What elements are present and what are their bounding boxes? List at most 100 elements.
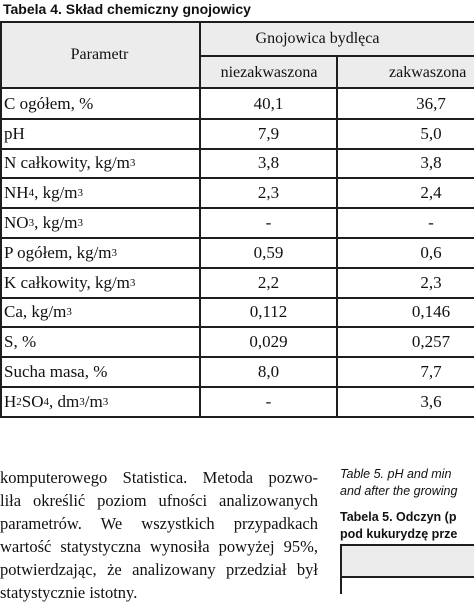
- parameter-text: 3: [66, 306, 72, 319]
- parameter-text: Sucha masa, %: [4, 362, 108, 382]
- parameter-cell: pH: [0, 119, 199, 149]
- parameter-text: 4: [43, 395, 50, 408]
- parameter-cell: C ogółem, %: [0, 89, 199, 119]
- composition-table: Parametr Gnojowica bydlęca niezakwaszona…: [0, 21, 474, 418]
- value-cell-acidified: 5,0: [420, 123, 442, 143]
- value-cell-unacidified: 8,0: [257, 362, 280, 382]
- value-cell-acidified: 36,7: [416, 93, 446, 113]
- row-rule: [0, 266, 474, 269]
- parameter-text: C ogółem, %: [4, 93, 94, 113]
- parameter-text: S, %: [4, 332, 37, 352]
- table5-header-background: [340, 546, 474, 576]
- parameter-text: K całkowity, kg/m: [4, 272, 130, 292]
- value-cell-acidified: 7,7: [420, 362, 442, 382]
- paragraph-line: wartość statystyczna wynosiła powyżej 95…: [0, 537, 318, 556]
- row-rule: [0, 237, 474, 239]
- table5-header-rule: [340, 576, 474, 578]
- value-cell-acidified: 2,4: [420, 183, 442, 203]
- table5-english-line: and after the growing: [340, 484, 458, 498]
- parameter-cell: S, %: [0, 327, 199, 357]
- value-cell-unacidified: 0,112: [249, 302, 288, 322]
- body-paragraph: komputerowego Statistica. Metoda pozwo- …: [0, 466, 318, 604]
- parameter-header: Parametr: [70, 46, 129, 63]
- paragraph-line: statystycznie istotny.: [0, 583, 138, 602]
- parameter-text: 3: [77, 187, 84, 200]
- value-cell-acidified: 3,8: [420, 153, 442, 173]
- parameter-cell: Sucha masa, %: [0, 357, 199, 387]
- value-cell-unacidified: -: [265, 391, 272, 411]
- value-cell-unacidified: 2,2: [257, 272, 280, 292]
- table-top-rule: [0, 21, 474, 23]
- table5-english-line: Table 5. pH and min: [340, 467, 452, 481]
- paragraph-line: liła określić poziom ufności analizowany…: [0, 491, 318, 510]
- parameter-cell: H 2 SO 4, dm 3/m 3: [0, 387, 199, 417]
- paragraph-line: potwierdzając, że analizowany przedział …: [0, 560, 318, 579]
- parameter-text: 3: [79, 395, 85, 408]
- parameter-cell: NH 4, kg/m 3: [0, 178, 199, 208]
- parameter-cell: K całkowity, kg/m 3: [0, 268, 199, 298]
- parameter-text: , dm: [49, 391, 80, 411]
- row-rule: [0, 386, 474, 388]
- parameter-text: 3: [111, 246, 118, 259]
- table5-top-rule: [340, 544, 474, 546]
- row-rule: [0, 326, 474, 329]
- parameter-text: pH: [4, 123, 25, 143]
- parameter-text: 3: [28, 217, 35, 230]
- value-cell-acidified: 0,257: [411, 332, 451, 352]
- parameter-text: 3: [129, 157, 136, 170]
- row-rule: [0, 296, 474, 299]
- parameter-text: 3: [77, 217, 84, 230]
- parameter-cell: Ca, kg/m 3: [0, 298, 199, 328]
- column-divider-2: [336, 56, 338, 417]
- value-cell-acidified: 0,6: [420, 242, 442, 262]
- parameter-text: Ca, kg/m: [4, 302, 67, 322]
- column-divider-1: [199, 21, 201, 417]
- value-cell-acidified: -: [428, 213, 434, 233]
- parameter-cell: NO 3, kg/m 3: [0, 208, 199, 238]
- row-rule: [0, 207, 474, 210]
- parameter-text: N całkowity, kg/m: [4, 153, 130, 173]
- table5-left-border: [340, 544, 342, 594]
- paragraph-line: parametrów. We wszystkich przypadkach: [0, 514, 318, 533]
- table-caption: Tabela 4. Skład chemiczny gnojowicy: [3, 1, 251, 17]
- row-rule: [0, 177, 474, 180]
- row-rule: [0, 356, 474, 359]
- value-cell-acidified: 2,3: [420, 272, 442, 292]
- table5-polish-line: Tabela 5. Odczyn (p: [340, 510, 457, 524]
- parameter-text: P ogółem, kg/m: [4, 242, 112, 262]
- row-rule: [0, 147, 474, 150]
- parameter-text: , kg/m: [34, 183, 78, 203]
- table5-caption-block: Table 5. pH and min and after the growin…: [340, 466, 474, 543]
- row-rule: [0, 415, 474, 418]
- value-cell-unacidified: -: [265, 213, 272, 233]
- value-cell-unacidified: 7,9: [257, 123, 280, 143]
- value-cell-unacidified: 3,8: [257, 153, 280, 173]
- group-header: Gnojowica bydlęca: [255, 29, 380, 47]
- value-cell-unacidified: 0,59: [253, 242, 284, 262]
- parameter-cell: N całkowity, kg/m 3: [0, 149, 199, 179]
- parameter-text: H: [4, 391, 17, 411]
- header-bottom-rule: [0, 87, 474, 89]
- parameter-cell: P ogółem, kg/m 3: [0, 238, 199, 268]
- column-header-acidified: zakwaszona: [389, 64, 467, 81]
- value-cell-unacidified: 40,1: [253, 93, 284, 113]
- value-cell-unacidified: 0,029: [249, 332, 288, 352]
- parameter-text: NH: [4, 183, 29, 203]
- parameter-text: 3: [129, 276, 136, 289]
- paragraph-line: komputerowego Statistica. Metoda pozwo-: [0, 468, 318, 487]
- parameter-text: 2: [16, 395, 22, 408]
- value-cell-acidified: 3,6: [420, 391, 442, 411]
- value-cell-acidified: 0,146: [411, 302, 451, 322]
- parameter-text: SO: [21, 391, 44, 411]
- parameter-text: , kg/m: [34, 213, 78, 233]
- value-cell-unacidified: 2,3: [257, 183, 280, 203]
- parameter-text: 4: [28, 187, 35, 200]
- parameter-text: 3: [102, 395, 109, 408]
- table5-polish-line: pod kukurydzę prze: [340, 527, 458, 541]
- column-header-unacidified: niezakwaszona: [220, 64, 318, 81]
- row-rule: [0, 117, 474, 120]
- table-left-border: [0, 21, 2, 417]
- table5-frame: [340, 544, 474, 594]
- parameter-text: /m: [84, 391, 103, 411]
- parameter-text: NO: [4, 213, 29, 233]
